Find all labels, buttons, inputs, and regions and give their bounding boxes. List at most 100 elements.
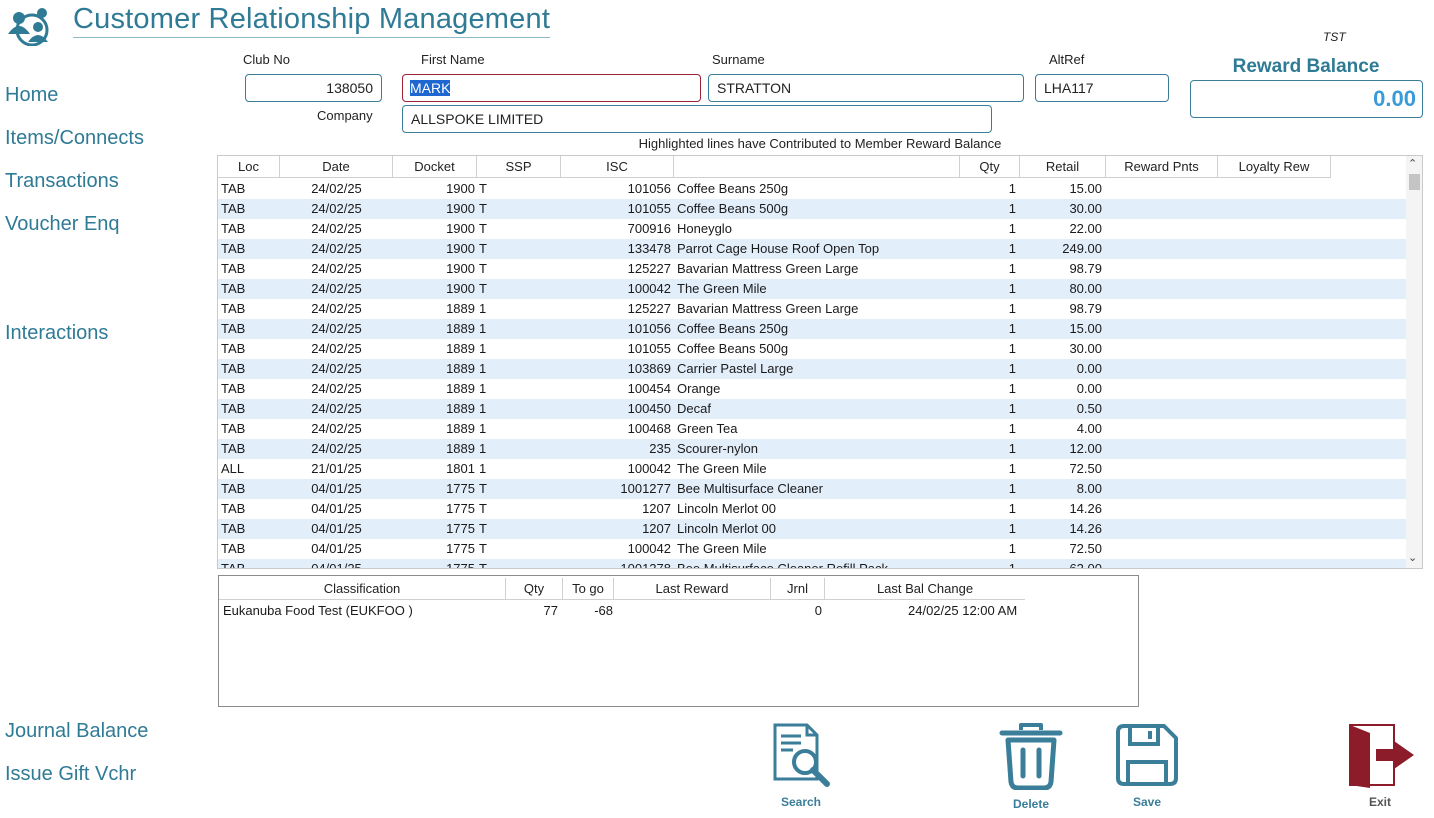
col-docket-cell: 1775	[446, 501, 475, 516]
col-header-retail[interactable]: Retail	[1020, 156, 1106, 178]
col-qty-cell: 1	[1008, 181, 1016, 196]
nav-voucher-enq[interactable]: Voucher Enq	[5, 213, 120, 235]
col-loc-cell: TAB	[221, 181, 246, 196]
col-header-class-qty[interactable]: Qty	[506, 578, 563, 600]
col-header-to-go[interactable]: To go	[563, 578, 614, 600]
col-retail-cell: 8.00	[1076, 481, 1102, 496]
col-retail-cell: 15.00	[1069, 181, 1102, 196]
table-row[interactable]: TAB 24/02/25 1900 T 700916 Honeyglo 1 22.00	[218, 219, 1406, 239]
col-loc-cell: TAB	[221, 501, 246, 516]
reward-balance-value: 0.00	[1190, 80, 1423, 118]
col-description-cell: Carrier Pastel Large	[677, 361, 794, 376]
scroll-up-icon[interactable]: ⌃	[1408, 158, 1418, 170]
col-qty-cell: 1	[1008, 221, 1016, 236]
table-row[interactable]: TAB 24/02/25 1900 T 125227 Bavarian Mattress …	[218, 259, 1406, 279]
nav-issue-gift-vchr[interactable]: Issue Gift Vchr	[5, 763, 137, 785]
table-row[interactable]: TAB 04/01/25 1775 T 100042 The Green Mile 1 72.…	[218, 539, 1406, 559]
nav-journal-balance[interactable]: Journal Balance	[5, 720, 149, 742]
col-loc-cell: ALL	[221, 461, 245, 476]
grid-scrollbar[interactable]: ⌃ ⌄	[1406, 156, 1422, 568]
col-retail-cell: 30.00	[1069, 201, 1102, 216]
col-date-cell: 24/02/25	[311, 221, 362, 236]
table-row[interactable]: TAB 24/02/25 1900 T 101056 Coffee Beans 250g 1…	[218, 179, 1406, 199]
first-name-field[interactable]: MARK	[402, 74, 701, 102]
company-field[interactable]: ALLSPOKE LIMITED	[402, 105, 992, 133]
club-no-label: Club No	[243, 52, 290, 67]
col-header-jrnl[interactable]: Jrnl	[771, 578, 825, 600]
col-header-reward-pnts[interactable]: Reward Pnts	[1106, 156, 1218, 178]
table-row[interactable]: TAB 24/02/25 1900 T 133478 Parrot Cage House …	[218, 239, 1406, 259]
col-ssp-cell: 1	[479, 401, 487, 416]
table-row[interactable]: TAB 24/02/25 1900 T 101055 Coffee Beans 500g 1…	[218, 199, 1406, 219]
table-row[interactable]: TAB 24/02/25 1889 1 125227 Bavarian Mattress …	[218, 299, 1406, 319]
col-header-qty[interactable]: Qty	[960, 156, 1020, 178]
nav-transactions[interactable]: Transactions	[5, 170, 119, 192]
col-header-last-reward[interactable]: Last Reward	[614, 578, 771, 600]
nav-items-connects[interactable]: Items/Connects	[5, 127, 144, 149]
col-docket-cell: 1900	[446, 201, 475, 216]
table-row[interactable]: ALL 21/01/25 1801 1 100042 The Green Mile 1 72.…	[218, 459, 1406, 479]
col-ssp-cell: T	[479, 501, 487, 516]
table-row[interactable]: TAB 04/01/25 1775 T 1207 Lincoln Merlot 00 1 14…	[218, 519, 1406, 539]
col-header-date[interactable]: Date	[280, 156, 393, 178]
surname-field[interactable]: STRATTON	[708, 74, 1024, 102]
col-header-loyalty-rew[interactable]: Loyalty Rew	[1218, 156, 1331, 178]
table-row[interactable]: TAB 24/02/25 1889 1 100454 Orange 1 0.00	[218, 379, 1406, 399]
col-header-ssp[interactable]: SSP	[477, 156, 561, 178]
col-retail-cell: 15.00	[1069, 321, 1102, 336]
col-header-docket[interactable]: Docket	[393, 156, 477, 178]
col-isc-cell: 101056	[627, 181, 671, 196]
col-ssp-cell: T	[479, 481, 487, 496]
exit-button[interactable]: Exit	[1340, 722, 1420, 809]
table-row[interactable]: TAB 24/02/25 1889 1 101055 Coffee Beans 500g 1…	[218, 339, 1406, 359]
trash-icon	[999, 723, 1063, 791]
search-button[interactable]: Search	[760, 722, 842, 809]
col-header-isc[interactable]: ISC	[561, 156, 674, 178]
club-no-field[interactable]: 138050	[245, 74, 382, 102]
table-row[interactable]: TAB 04/01/25 1775 T 1001278 Bee Multisurface …	[218, 559, 1406, 569]
col-date-cell: 24/02/25	[311, 321, 362, 336]
col-retail-cell: 4.00	[1076, 421, 1102, 436]
transactions-grid[interactable]: Loc Date Docket SSP ISC Qty Retail Rewar…	[217, 155, 1423, 569]
col-header-loc[interactable]: Loc	[218, 156, 280, 178]
col-loc-cell: TAB	[221, 261, 246, 276]
col-isc-cell: 235	[649, 441, 671, 456]
nav-home[interactable]: Home	[5, 84, 59, 106]
scroll-down-icon[interactable]: ⌄	[1408, 552, 1418, 564]
col-header-description[interactable]	[674, 156, 960, 178]
col-ssp-cell: 1	[479, 361, 487, 376]
delete-button[interactable]: Delete	[990, 722, 1072, 811]
classification-name[interactable]: Eukanuba Food Test (EUKFOO )	[223, 603, 413, 618]
altref-field[interactable]: LHA117	[1035, 74, 1169, 102]
table-row[interactable]: TAB 24/02/25 1900 T 100042 The Green Mile 1 80.…	[218, 279, 1406, 299]
save-button[interactable]: Save	[1106, 722, 1188, 809]
col-description-cell: Parrot Cage House Roof Open Top	[677, 241, 880, 256]
col-retail-cell: 62.00	[1069, 561, 1102, 569]
table-row[interactable]: TAB 24/02/25 1889 1 235 Scourer-nylon 1 12.00	[218, 439, 1406, 459]
col-header-last-bal-change[interactable]: Last Bal Change	[825, 578, 1025, 600]
scroll-thumb[interactable]	[1409, 174, 1420, 190]
table-row[interactable]: TAB 24/02/25 1889 1 100450 Decaf 1 0.50	[218, 399, 1406, 419]
table-row[interactable]: TAB 24/02/25 1889 1 101056 Coffee Beans 250g 1…	[218, 319, 1406, 339]
col-isc-cell: 100454	[627, 381, 671, 396]
col-header-classification[interactable]: Classification	[219, 578, 506, 600]
table-row[interactable]: TAB 04/01/25 1775 T 1207 Lincoln Merlot 00 1 14…	[218, 499, 1406, 519]
col-isc-cell: 101055	[627, 341, 671, 356]
col-loc-cell: TAB	[221, 521, 246, 536]
col-loc-cell: TAB	[221, 541, 246, 556]
col-date-cell: 24/02/25	[311, 181, 362, 196]
col-retail-cell: 30.00	[1069, 341, 1102, 356]
col-loc-cell: TAB	[221, 341, 246, 356]
table-row[interactable]: TAB 04/01/25 1775 T 1001277 Bee Multisurface …	[218, 479, 1406, 499]
exit-label: Exit	[1368, 795, 1391, 809]
col-retail-cell: 0.00	[1076, 381, 1102, 396]
classification-panel[interactable]: Classification Qty To go Last Reward Jrn…	[218, 575, 1139, 707]
col-docket-cell: 1900	[446, 181, 475, 196]
table-row[interactable]: TAB 24/02/25 1889 1 103869 Carrier Pastel Lar…	[218, 359, 1406, 379]
nav-interactions[interactable]: Interactions	[5, 322, 109, 344]
col-date-cell: 24/02/25	[311, 381, 362, 396]
table-row[interactable]: TAB 24/02/25 1889 1 100468 Green Tea 1 4.00	[218, 419, 1406, 439]
col-qty-cell: 1	[1008, 281, 1016, 296]
col-isc-cell: 100042	[627, 281, 671, 296]
col-retail-cell: 22.00	[1069, 221, 1102, 236]
